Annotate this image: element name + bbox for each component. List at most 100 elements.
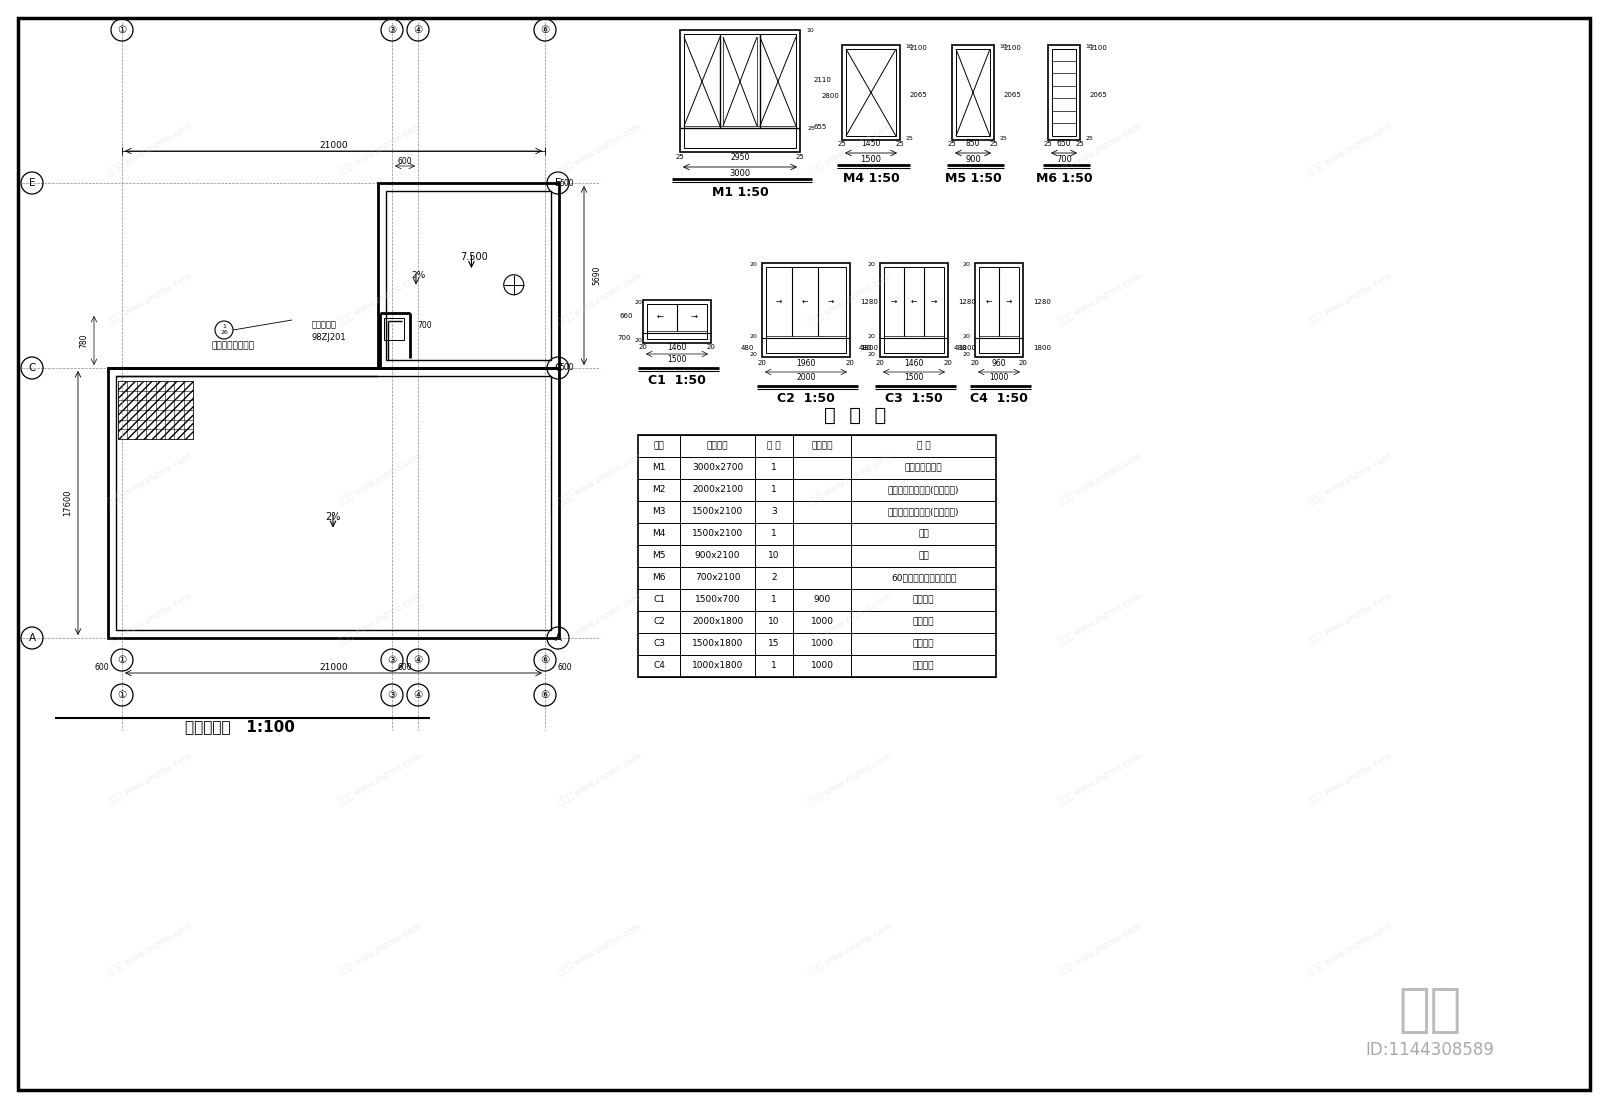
Text: 1: 1 [771, 486, 778, 495]
Bar [384, 318, 403, 340]
Text: →: → [691, 311, 698, 321]
Text: 20: 20 [875, 360, 885, 366]
Text: 20: 20 [749, 334, 757, 340]
Text: 知末网 www.znzmo.com: 知末网 www.znzmo.com [107, 453, 194, 507]
Text: 1000x1800: 1000x1800 [691, 662, 742, 671]
Text: 21000: 21000 [318, 141, 347, 149]
Text: 知末网 www.znzmo.com: 知末网 www.znzmo.com [336, 753, 424, 807]
Text: 知末网 www.znzmo.com: 知末网 www.znzmo.com [557, 272, 643, 328]
Bar [1053, 49, 1075, 136]
Text: 25: 25 [1075, 141, 1085, 147]
Text: 1450: 1450 [861, 139, 880, 148]
Text: 20: 20 [634, 300, 642, 306]
Text: 660: 660 [619, 313, 634, 319]
Text: 知末网 www.znzmo.com: 知末网 www.znzmo.com [1307, 592, 1394, 648]
Text: →: → [827, 297, 834, 306]
Text: 20: 20 [638, 344, 648, 350]
Text: 2000x1800: 2000x1800 [691, 618, 742, 627]
Bar [979, 267, 1019, 353]
Text: 25: 25 [906, 135, 914, 141]
Bar [378, 183, 558, 368]
Text: 知末网 www.znzmo.com: 知末网 www.znzmo.com [1307, 272, 1394, 328]
Text: M1 1:50: M1 1:50 [712, 186, 768, 198]
Text: 知末: 知末 [1398, 984, 1462, 1036]
Text: 知末网 www.znzmo.com: 知末网 www.znzmo.com [806, 453, 893, 507]
Text: A: A [555, 633, 562, 643]
Text: 1500x700: 1500x700 [694, 596, 741, 604]
Text: 960: 960 [992, 359, 1006, 368]
Text: 655: 655 [814, 124, 827, 130]
Text: M6 1:50: M6 1:50 [1035, 172, 1093, 185]
Text: ①: ① [117, 25, 126, 35]
Text: 20: 20 [845, 360, 854, 366]
Text: 25: 25 [808, 126, 816, 132]
Text: 25: 25 [675, 154, 685, 161]
Text: 900: 900 [965, 155, 981, 164]
Text: 60系列平开门（塑钢门）: 60系列平开门（塑钢门） [891, 573, 957, 582]
Text: 知末网 www.znzmo.com: 知末网 www.znzmo.com [1056, 753, 1144, 807]
Text: 20: 20 [707, 344, 715, 350]
Text: 知末网 www.znzmo.com: 知末网 www.znzmo.com [1056, 453, 1144, 507]
Text: 1280: 1280 [958, 299, 976, 306]
Bar [115, 376, 550, 630]
Text: 20: 20 [971, 360, 979, 366]
Text: 2%: 2% [411, 271, 426, 280]
Text: 500: 500 [560, 178, 574, 187]
Text: 1500x2100: 1500x2100 [691, 507, 742, 517]
Text: C: C [29, 363, 35, 373]
Text: 1460: 1460 [904, 359, 923, 368]
Text: 铝合金窗: 铝合金窗 [912, 640, 934, 649]
Text: 知末网 www.znzmo.com: 知末网 www.znzmo.com [806, 123, 893, 177]
Text: 2%: 2% [325, 511, 341, 521]
Bar [880, 263, 947, 356]
Text: 1500: 1500 [667, 355, 686, 364]
Text: 21000: 21000 [318, 662, 347, 672]
Bar [680, 30, 800, 152]
Text: 2950: 2950 [730, 153, 750, 162]
Text: 知末网 www.znzmo.com: 知末网 www.znzmo.com [336, 123, 424, 177]
Text: 1500: 1500 [904, 373, 923, 383]
Text: 知末网 www.znzmo.com: 知末网 www.znzmo.com [1307, 922, 1394, 977]
Text: 编号: 编号 [654, 442, 664, 451]
Text: 知末网 www.znzmo.com: 知末网 www.znzmo.com [107, 753, 194, 807]
Bar [762, 263, 850, 356]
Text: 木门: 木门 [918, 551, 930, 560]
Text: C4  1:50: C4 1:50 [970, 393, 1027, 405]
Text: 1: 1 [771, 529, 778, 538]
Text: 知末网 www.znzmo.com: 知末网 www.znzmo.com [1307, 753, 1394, 807]
Text: 20: 20 [867, 352, 875, 356]
Text: 1280: 1280 [1034, 299, 1051, 306]
Text: 20: 20 [749, 352, 757, 356]
Text: 3000: 3000 [730, 168, 750, 177]
Text: 1000: 1000 [811, 618, 834, 627]
Text: 1800: 1800 [958, 344, 976, 351]
Text: 600: 600 [558, 662, 573, 672]
Text: 1500: 1500 [861, 155, 882, 164]
Text: 屋顶平面图   1:100: 屋顶平面图 1:100 [186, 720, 294, 735]
Text: 成品医疗防辐射门(甲方自定): 成品医疗防辐射门(甲方自定) [888, 486, 960, 495]
Text: 知末网 www.znzmo.com: 知末网 www.znzmo.com [557, 123, 643, 177]
Text: ←: ← [910, 297, 917, 306]
Text: 10: 10 [768, 618, 779, 627]
Bar [957, 49, 990, 136]
Text: 知末网 www.znzmo.com: 知末网 www.znzmo.com [806, 753, 893, 807]
Text: C2  1:50: C2 1:50 [778, 393, 835, 405]
Text: 知末网 www.znzmo.com: 知末网 www.znzmo.com [336, 592, 424, 648]
Text: 480: 480 [954, 344, 966, 351]
Text: 1: 1 [771, 596, 778, 604]
Text: 700: 700 [1056, 155, 1072, 164]
Text: 知末网 www.znzmo.com: 知末网 www.znzmo.com [336, 922, 424, 977]
Text: 数 量: 数 量 [766, 442, 781, 451]
Text: 17600: 17600 [64, 489, 72, 516]
Text: C4: C4 [653, 662, 666, 671]
Text: 10: 10 [998, 43, 1006, 49]
Bar [643, 300, 710, 343]
Text: 25: 25 [1043, 141, 1053, 147]
Text: 700: 700 [618, 335, 630, 341]
Text: 知末网 www.znzmo.com: 知末网 www.znzmo.com [336, 453, 424, 507]
Text: 知末网 www.znzmo.com: 知末网 www.znzmo.com [1056, 123, 1144, 177]
Bar [118, 381, 194, 439]
Text: C3  1:50: C3 1:50 [885, 393, 942, 405]
Text: 25: 25 [947, 141, 957, 147]
Text: ID:1144308589: ID:1144308589 [1365, 1041, 1494, 1059]
